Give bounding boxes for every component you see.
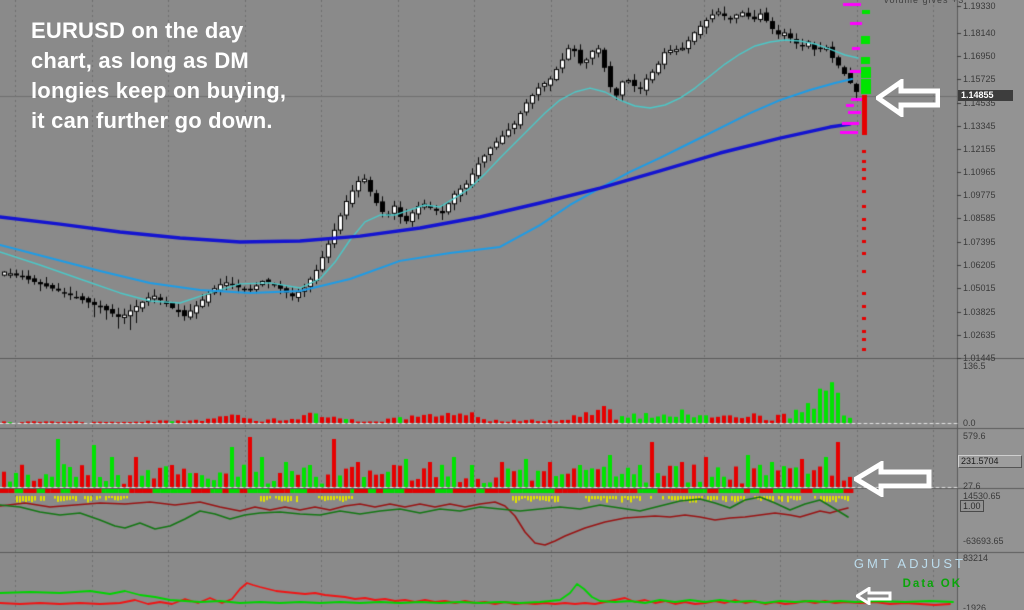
price-tick-label: 1.12155 [963, 144, 996, 154]
price-tick-label: 1.14535 [963, 98, 996, 108]
panel2-max-label: 579.6 [963, 431, 986, 441]
panel4-max-label: 83214 [963, 553, 989, 563]
panel3-max-label: 14530.65 [963, 491, 1001, 501]
panel2-min-label: 27.6 [963, 481, 981, 491]
annotation-line: longies keep on buying, [31, 78, 287, 103]
price-tick-label: 1.16950 [963, 51, 996, 61]
price-tick-label: 1.02635 [963, 330, 996, 340]
price-tick-label: 1.05015 [963, 283, 996, 293]
price-tick-label: 1.08585 [963, 213, 996, 223]
panel1-zero-label: 0.0 [963, 418, 976, 428]
left-arrow-bottom-panel [856, 587, 892, 605]
annotation-line: EURUSD on the day [31, 18, 244, 43]
panel4-min-label: -1926 [963, 603, 987, 610]
price-tick-label: 1.01445 [963, 353, 996, 363]
annotation-line: chart, as long as DM [31, 48, 249, 73]
annotation-text: EURUSD on the day chart, as long as DM l… [31, 16, 286, 136]
left-arrow-main-chart [876, 79, 940, 117]
price-tick-label: 1.06205 [963, 260, 996, 270]
data-ok-status: Data OK [902, 578, 962, 590]
panel3-min-label: -63693.65 [963, 536, 1004, 546]
left-arrow-volume-panel [854, 461, 932, 497]
price-tick-label: 1.19330 [963, 1, 996, 11]
annotation-line: it can further go down. [31, 108, 273, 133]
price-tick-label: 1.18140 [963, 28, 996, 38]
current-price-box: 1.14855 [958, 90, 1013, 101]
price-tick-label: 1.10965 [963, 167, 996, 177]
chart-comment-cutoff: volume gives +3 [884, 0, 965, 5]
panel2-value-box: 231.5704 [958, 455, 1022, 468]
price-tick-label: 1.03825 [963, 307, 996, 317]
panel3-value-box: 1.00 [960, 500, 984, 512]
price-tick-label: 1.13345 [963, 121, 996, 131]
panel1-max-label: 136.5 [963, 361, 986, 371]
price-tick-label: 1.15725 [963, 74, 996, 84]
price-tick-label: 1.09775 [963, 190, 996, 200]
gmt-adjust-status: GMT ADJUST [853, 556, 966, 571]
price-tick-label: 1.07395 [963, 237, 996, 247]
